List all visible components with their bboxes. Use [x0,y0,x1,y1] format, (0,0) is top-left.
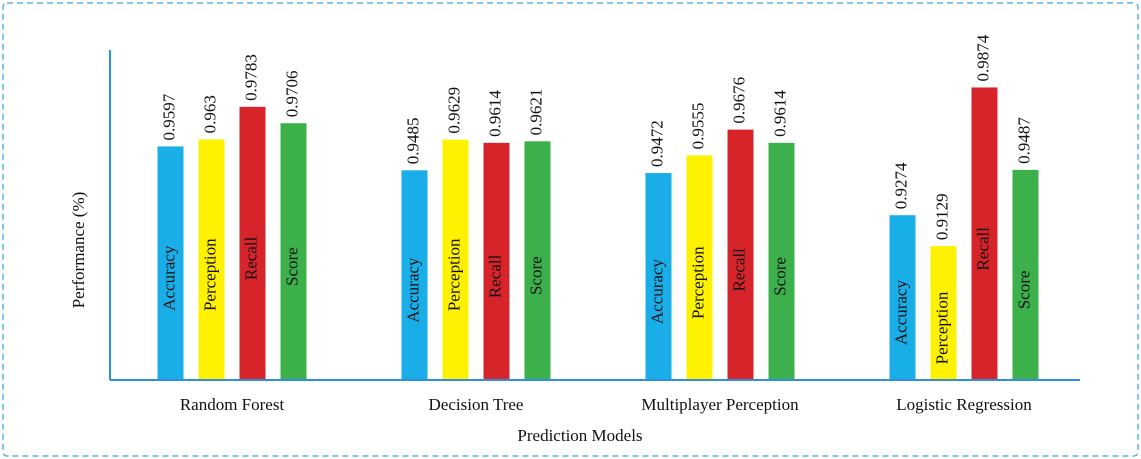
value-label: 0.9487 [1014,117,1033,164]
series-label: Score [1014,271,1033,310]
bar [157,146,184,380]
series-label: Perception [688,246,707,319]
value-label: 0.9874 [973,34,992,81]
value-label: 0.9472 [647,120,666,167]
series-label: Perception [932,291,951,364]
bar [239,106,266,381]
bar [483,142,510,380]
bar [401,170,428,380]
series-label: Recall [973,227,992,271]
value-label: 0.9485 [403,118,422,165]
series-label: Score [770,257,789,296]
bar [930,246,957,380]
value-label: 0.963 [200,95,219,133]
series-label: Recall [485,254,504,298]
value-label: 0.9676 [729,77,748,124]
bar [524,141,551,380]
bar [280,123,307,380]
y-axis-title: Performance (%) [69,192,88,309]
series-label: Accuracy [403,257,422,323]
value-label: 0.9614 [485,90,504,137]
bar [686,155,713,380]
value-label: 0.9597 [159,93,178,140]
series-label: Accuracy [891,280,910,346]
series-label: Accuracy [647,258,666,324]
value-label: 0.9129 [932,193,951,240]
series-label: Accuracy [159,245,178,311]
bar [198,139,225,380]
series-label: Recall [729,248,748,292]
bar [971,87,998,380]
bar [889,215,916,380]
series-label: Score [526,256,545,295]
series-label: Perception [200,238,219,311]
value-label: 0.9706 [282,70,301,117]
series-label: Score [282,247,301,286]
value-label: 0.9555 [688,103,707,150]
value-label: 0.9621 [526,89,545,136]
x-axis-title: Prediction Models [517,426,642,445]
bar [442,139,469,380]
series-label: Recall [241,236,260,280]
x-tick-label: Decision Tree [429,395,524,414]
bar [645,173,672,380]
x-tick-label: Multiplayer Perception [641,395,799,414]
value-label: 0.9274 [891,162,910,209]
value-label: 0.9783 [241,54,260,101]
bar [1012,169,1039,380]
series-label: Perception [444,238,463,311]
x-tick-label: Logistic Regression [896,395,1032,414]
value-label: 0.9629 [444,87,463,134]
bar [727,129,754,380]
bar [768,142,795,380]
value-label: 0.9614 [770,90,789,137]
x-tick-label: Random Forest [180,395,285,414]
